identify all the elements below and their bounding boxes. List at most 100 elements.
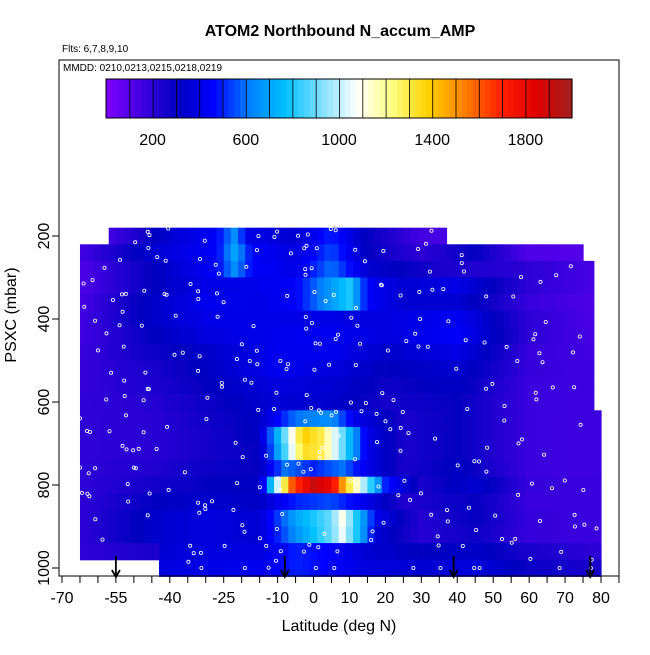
heatmap-cell	[417, 343, 426, 362]
x-tick-label: 0	[309, 590, 318, 607]
heatmap-cell	[345, 327, 354, 345]
heatmap-cell	[108, 377, 117, 395]
heatmap-cell	[403, 559, 412, 577]
heatmap-cell	[547, 443, 555, 461]
sample-point	[400, 409, 405, 414]
heatmap-cell	[324, 526, 333, 544]
heatmap-cell	[403, 294, 412, 312]
heatmap-cell	[137, 443, 146, 461]
sample-point	[272, 406, 277, 411]
heatmap-cell	[216, 393, 225, 411]
heatmap-cell	[410, 360, 419, 378]
heatmap-cell	[453, 509, 462, 528]
heatmap-cell	[568, 360, 577, 378]
heatmap-cell	[532, 343, 541, 362]
sample-point	[438, 566, 443, 571]
heatmap-cell	[230, 476, 239, 494]
heatmap-cell	[194, 277, 203, 295]
heatmap-cell	[424, 310, 433, 328]
heatmap-cell	[496, 277, 505, 295]
sample-point	[499, 537, 504, 542]
sample-point	[571, 350, 576, 355]
heatmap-cell	[511, 476, 519, 494]
sample-point	[381, 248, 386, 253]
sample-point	[568, 264, 573, 269]
heatmap-cell	[101, 277, 110, 295]
heatmap-cell	[87, 310, 95, 328]
heatmap-cell	[87, 493, 95, 511]
heatmap-cell	[403, 543, 412, 561]
heatmap-cell	[439, 460, 448, 478]
heatmap-cell	[575, 260, 584, 279]
heatmap-cell	[489, 526, 498, 544]
sample-point	[369, 538, 374, 543]
colorbar-segment	[106, 79, 113, 118]
sample-point	[93, 318, 98, 323]
heatmap-cell	[403, 244, 412, 262]
sample-point	[301, 469, 306, 474]
sample-point	[327, 362, 332, 367]
heatmap-cell	[403, 277, 412, 295]
sample-point	[275, 229, 280, 234]
colorbar-segment	[566, 79, 573, 118]
heatmap-cell	[345, 294, 354, 312]
heatmap-cell	[194, 327, 203, 345]
heatmap-cell	[367, 460, 376, 478]
heatmap-cell	[216, 526, 225, 544]
heatmap-cell	[302, 426, 311, 445]
heatmap-cell	[324, 543, 333, 561]
heatmap-cell	[489, 244, 498, 262]
heatmap-cell	[252, 509, 261, 528]
heatmap-cell	[108, 360, 117, 378]
heatmap-cell	[108, 260, 117, 279]
heatmap-cell	[159, 294, 167, 312]
heatmap-cell	[554, 460, 563, 478]
heatmap-cell	[87, 426, 95, 445]
heatmap-cell	[453, 410, 462, 428]
sample-point	[256, 407, 261, 412]
heatmap-cell	[403, 476, 412, 494]
heatmap-cell	[274, 294, 282, 312]
sample-point	[120, 292, 125, 297]
heatmap-cell	[460, 443, 469, 461]
heatmap-cell	[223, 493, 232, 511]
heatmap-cell	[453, 343, 462, 362]
heatmap-cell	[396, 393, 404, 411]
sample-point	[534, 397, 539, 402]
heatmap-cell	[223, 393, 232, 411]
colorbar-tick-label: 1800	[508, 132, 544, 149]
heatmap-cell	[79, 410, 88, 428]
colorbar-segment	[478, 79, 486, 118]
heatmap-cell	[94, 360, 103, 378]
heatmap-cell	[281, 244, 289, 262]
heatmap-cell	[518, 327, 527, 345]
heatmap-cell	[482, 509, 491, 528]
heatmap-cell	[79, 310, 88, 328]
heatmap-cell	[468, 410, 476, 428]
heatmap-cell	[216, 509, 225, 528]
heatmap-cell	[180, 277, 189, 295]
sample-point	[348, 400, 353, 405]
heatmap-cell	[202, 559, 210, 577]
colorbar-segment	[362, 79, 369, 118]
heatmap-cell	[252, 310, 261, 328]
heatmap-cell	[367, 526, 376, 544]
heatmap-cell	[295, 460, 304, 478]
heatmap-cell	[302, 294, 311, 312]
heatmap-cell	[468, 377, 476, 395]
heatmap-cell	[295, 260, 304, 279]
heatmap-cell	[525, 509, 534, 528]
heatmap-cell	[439, 526, 448, 544]
heatmap-cell	[539, 393, 548, 411]
heatmap-cell	[410, 526, 419, 544]
sample-point	[275, 476, 280, 481]
heatmap-cell	[331, 360, 340, 378]
heatmap-cell	[230, 460, 239, 478]
heatmap-cell	[446, 260, 455, 279]
sample-point	[309, 405, 314, 410]
heatmap-cell	[79, 244, 88, 262]
heatmap-cell	[274, 543, 282, 561]
heatmap-cell	[489, 327, 498, 345]
heatmap-cell	[281, 526, 289, 544]
heatmap-cell	[489, 360, 498, 378]
